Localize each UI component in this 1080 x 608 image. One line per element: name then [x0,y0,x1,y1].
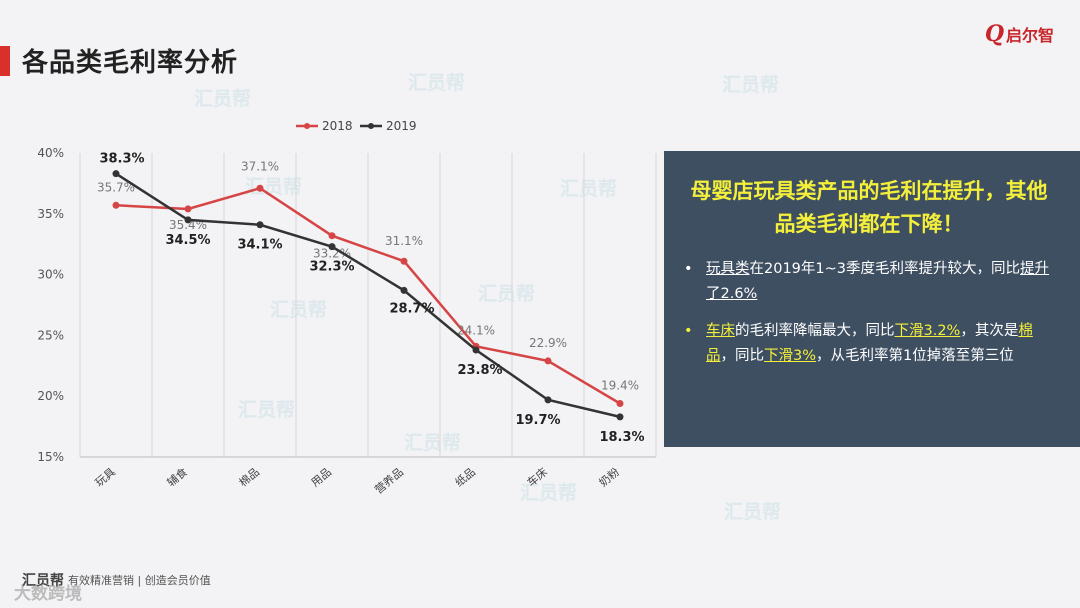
highlight-decline-2: 下滑3% [764,348,817,364]
series-line-2019 [115,172,621,419]
highlight-stroller: 车床 [706,323,735,339]
y-tick-label: 35% [37,207,64,221]
data-point [184,205,192,213]
data-point [256,221,264,229]
x-tick-label: 用品 [309,465,334,489]
data-point [328,243,336,251]
data-point [328,232,336,240]
insight-bullet-2: • 车床的毛利率降幅最大，同比下滑3.2%，其次是棉品，同比下滑3%，从毛利率第… [684,319,1054,369]
footer-slogan: 有效精准营销 | 创造会员价值 [68,574,211,587]
data-label: 22.9% [529,336,567,350]
bullet-text: 在2019年1~3季度毛利率提升较大，同比 [749,261,1021,277]
data-label: 19.4% [601,378,639,392]
footer-brand: 汇员帮 [22,573,64,589]
highlight-toys: 玩具类 [706,261,750,277]
page-title: 各品类毛利率分析 [22,48,239,78]
bullet-text: 的毛利率降幅最大，同比 [735,323,895,339]
data-point [256,184,264,192]
y-tick-label: 25% [37,328,64,342]
footer: 汇员帮 有效精准营销 | 创造会员价值 [22,570,211,590]
data-point [112,170,120,178]
highlight-increase: 提升了2.6% [706,261,1050,302]
data-point [112,201,120,209]
x-tick-label: 奶粉 [596,465,622,490]
legend-label: 2019 [386,119,417,133]
bullet-text: ，从毛利率第1位掉落至第三位 [816,348,1014,364]
insight-bullet-1: • 玩具类在2019年1~3季度毛利率提升较大，同比提升了2.6% [684,257,1054,307]
bullet-dot: • [684,261,693,277]
data-point [400,257,408,265]
data-point [400,286,408,294]
y-tick-label: 15% [37,450,64,464]
data-label: 33.2% [313,247,351,261]
corner-watermark: 大数跨境 [14,584,82,604]
highlight-decline: 下滑3.2% [894,323,961,339]
data-label: 28.7% [389,301,434,316]
data-point [616,399,624,407]
insight-panel: 母婴店玩具类产品的毛利在提升，其他品类毛利都在下降！ • 玩具类在2019年1~… [664,151,1080,447]
title-accent-bar [0,46,10,76]
x-tick-label: 玩具 [93,465,118,489]
y-tick-label: 30% [37,268,64,282]
bullet-text: ，同比 [720,348,765,364]
data-point [616,413,624,421]
highlight-cotton: 棉品 [706,323,1033,364]
legend-label: 2018 [322,119,353,133]
data-point [544,357,552,365]
data-point [184,216,192,224]
data-label: 38.3% [99,152,144,167]
logo-text: 启尔智 [1005,26,1054,45]
data-label: 34.5% [165,233,210,248]
y-tick-label: 20% [37,389,64,403]
x-tick-label: 辅食 [164,465,190,490]
brand-logo: Q 启尔智 [984,21,1054,47]
data-label: 19.7% [515,413,560,428]
data-point [472,346,480,354]
x-tick-label: 车床 [524,465,550,490]
logo-mark: Q [984,21,1004,47]
series-line-2018 [115,186,621,405]
x-tick-label: 营养品 [372,465,406,497]
data-label: 35.7% [97,180,135,194]
data-label: 23.8% [457,363,502,378]
data-label: 34.1% [237,238,282,253]
y-tick-label: 40% [37,146,64,160]
data-label: 31.1% [385,234,423,248]
data-label: 24.1% [457,323,495,337]
panel-headline: 母婴店玩具类产品的毛利在提升，其他品类毛利都在下降！ [690,179,1048,236]
data-label: 18.3% [599,430,644,445]
legend-marker [368,123,374,129]
data-point [544,396,552,404]
bullet-text: ，其次是 [960,323,1019,339]
legend-marker [304,123,310,129]
x-tick-label: 棉品 [236,465,262,490]
x-tick-label: 纸品 [453,465,478,489]
data-label: 32.3% [309,260,354,275]
data-label: 37.1% [241,159,279,173]
bullet-dot: • [684,323,693,339]
